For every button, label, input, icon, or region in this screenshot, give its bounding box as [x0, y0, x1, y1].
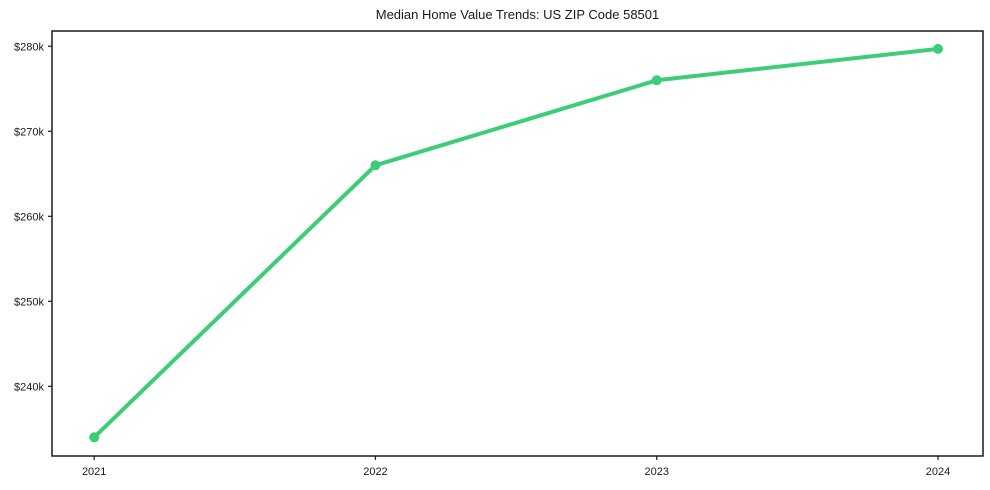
chart-title: Median Home Value Trends: US ZIP Code 58…	[375, 7, 660, 22]
data-point-marker	[370, 160, 381, 171]
trend-line	[92, 46, 940, 440]
x-axis-tick-label: 2022	[363, 466, 387, 478]
plot-frame	[51, 30, 984, 457]
x-axis-tick-label: 2024	[926, 466, 950, 478]
data-point-marker	[651, 75, 662, 86]
y-axis-tick-label: $270k	[14, 126, 44, 138]
y-axis-tick-label: $260k	[14, 211, 44, 223]
y-axis-tick-label: $240k	[14, 381, 44, 393]
x-axis-tick-label: 2023	[644, 466, 668, 478]
x-axis-tick-label: 2021	[82, 466, 106, 478]
data-point-marker	[932, 43, 943, 54]
y-axis-tick-label: $250k	[14, 296, 44, 308]
y-axis-tick-label: $280k	[14, 41, 44, 53]
data-point-marker	[89, 432, 100, 443]
